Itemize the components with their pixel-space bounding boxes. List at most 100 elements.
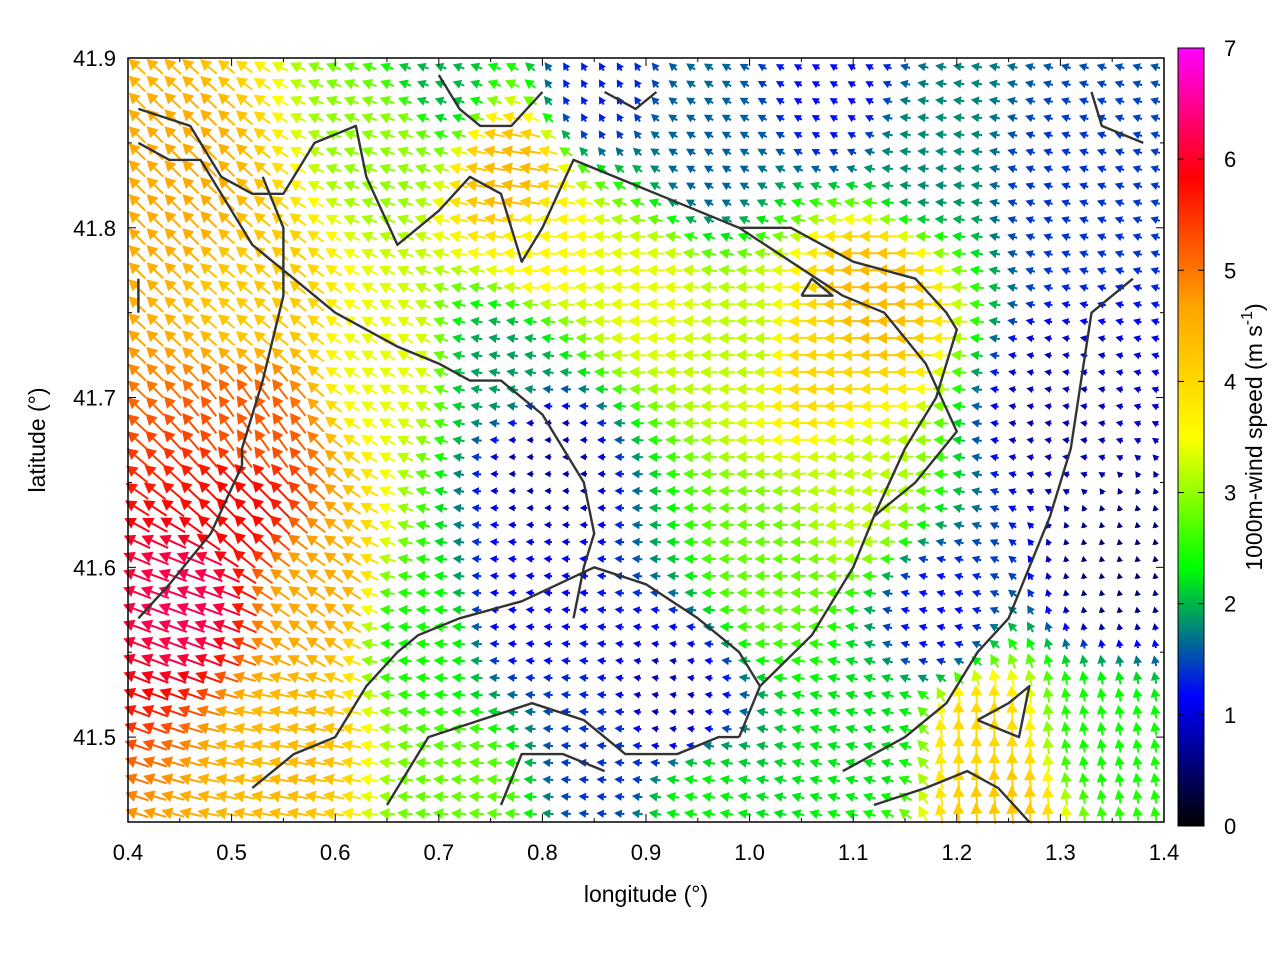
wind-arrow (578, 690, 589, 699)
wind-arrow (651, 725, 659, 733)
wind-arrow (579, 589, 589, 597)
wind-arrow (450, 757, 467, 769)
wind-arrow (343, 333, 360, 345)
wind-arrow (807, 213, 825, 226)
colorbar-label: 1000m-wind speed (m s-1) (1239, 303, 1267, 570)
wind-arrow (215, 790, 238, 803)
wind-arrow (971, 555, 982, 564)
wind-arrow (324, 483, 344, 500)
wind-arrow (304, 739, 327, 752)
wind-arrow (669, 708, 677, 716)
wind-arrow (683, 231, 698, 242)
wind-arrow (793, 148, 803, 157)
wind-arrow (452, 520, 465, 530)
wind-arrow (1008, 522, 1017, 530)
wind-arrow (361, 112, 378, 124)
wind-arrow (576, 350, 591, 361)
wind-arrow (556, 196, 576, 209)
wind-arrow (543, 521, 552, 529)
wind-arrow (790, 214, 806, 226)
wind-arrow (628, 383, 646, 395)
wind-arrow (212, 602, 241, 617)
wind-arrow (398, 62, 412, 72)
wind-arrow (396, 519, 414, 531)
wind-arrow (936, 555, 946, 564)
wind-arrow (703, 131, 714, 140)
wind-arrow (935, 674, 947, 683)
wind-arrow (950, 332, 968, 345)
wind-arrow (1152, 521, 1159, 529)
wind-arrow (1096, 199, 1107, 208)
wind-arrow (380, 62, 394, 73)
wind-arrow (791, 809, 805, 819)
wind-arrow (488, 690, 501, 700)
wind-arrow (179, 807, 202, 820)
wind-arrow (558, 350, 573, 361)
wind-arrow (753, 433, 772, 447)
wind-arrow (146, 194, 164, 212)
wind-arrow (719, 791, 734, 802)
wind-arrow (971, 504, 983, 513)
wind-arrow (970, 113, 983, 123)
wind-arrow (651, 708, 659, 716)
wind-arrow (1099, 504, 1106, 512)
colorbar-tick-label: 4 (1224, 369, 1236, 394)
wind-arrow (143, 790, 167, 802)
wind-arrow (396, 367, 414, 379)
wind-arrow (361, 265, 378, 277)
wind-arrow (289, 363, 307, 382)
wind-arrow (128, 245, 146, 263)
wind-arrow (737, 775, 751, 785)
wind-arrow (1078, 199, 1089, 208)
wind-arrow (466, 247, 486, 260)
wind-arrow (159, 687, 187, 701)
wind-arrow (1115, 654, 1125, 667)
wind-arrow (592, 315, 611, 328)
wind-arrow (701, 605, 716, 615)
wind-arrow (361, 350, 378, 362)
wind-arrow (212, 619, 241, 633)
wind-arrow (574, 196, 593, 209)
wind-arrow (970, 718, 983, 740)
wind-arrow (1043, 148, 1053, 157)
wind-arrow (415, 689, 430, 701)
wind-arrow (307, 214, 325, 226)
wind-arrow (667, 758, 679, 768)
wind-arrow (913, 247, 933, 260)
wind-arrow (1132, 216, 1143, 225)
wind-arrow (1150, 755, 1161, 770)
wind-arrow (217, 211, 236, 228)
wind-arrow (200, 330, 218, 347)
wind-arrow (486, 757, 502, 769)
wind-arrow (1079, 420, 1088, 427)
wind-arrow (1096, 772, 1107, 787)
wind-arrow (881, 113, 893, 123)
wind-arrow (1027, 605, 1035, 615)
wind-arrow (471, 521, 482, 530)
wind-arrow (882, 623, 893, 632)
wind-arrow (614, 487, 624, 496)
contour-east-coast (842, 277, 1134, 773)
wind-arrow (882, 640, 893, 649)
wind-arrow (1043, 165, 1053, 174)
wind-arrow (360, 706, 379, 718)
wind-arrow (361, 401, 378, 413)
wind-arrow (520, 281, 540, 294)
wind-arrow (1062, 403, 1070, 410)
wind-arrow (486, 791, 503, 803)
wind-arrow (717, 400, 736, 413)
wind-arrow (718, 587, 735, 599)
wind-arrow (771, 450, 789, 463)
wind-arrow (341, 518, 362, 532)
colorbar-tick-label: 3 (1224, 481, 1236, 506)
wind-arrow (556, 247, 576, 260)
wind-arrow (844, 809, 859, 820)
wind-arrow (632, 741, 642, 750)
wind-arrow (988, 334, 1000, 343)
wind-arrow (560, 385, 571, 394)
wind-arrow (164, 279, 182, 296)
wind-arrow (1062, 386, 1070, 393)
wind-arrow (954, 572, 964, 581)
wind-arrow (158, 551, 187, 566)
wind-arrow (1026, 454, 1034, 461)
